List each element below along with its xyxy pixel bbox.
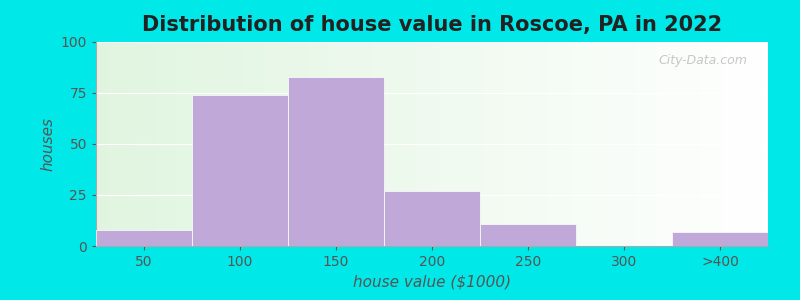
Y-axis label: houses: houses (40, 117, 55, 171)
Bar (288, 77, 384, 246)
Bar (672, 232, 768, 246)
Title: Distribution of house value in Roscoe, PA in 2022: Distribution of house value in Roscoe, P… (142, 15, 722, 35)
Text: City-Data.com: City-Data.com (659, 54, 748, 67)
Bar (480, 224, 576, 246)
Bar (96, 230, 192, 246)
Bar (192, 95, 288, 246)
X-axis label: house value ($1000): house value ($1000) (353, 274, 511, 290)
Bar (384, 191, 480, 246)
